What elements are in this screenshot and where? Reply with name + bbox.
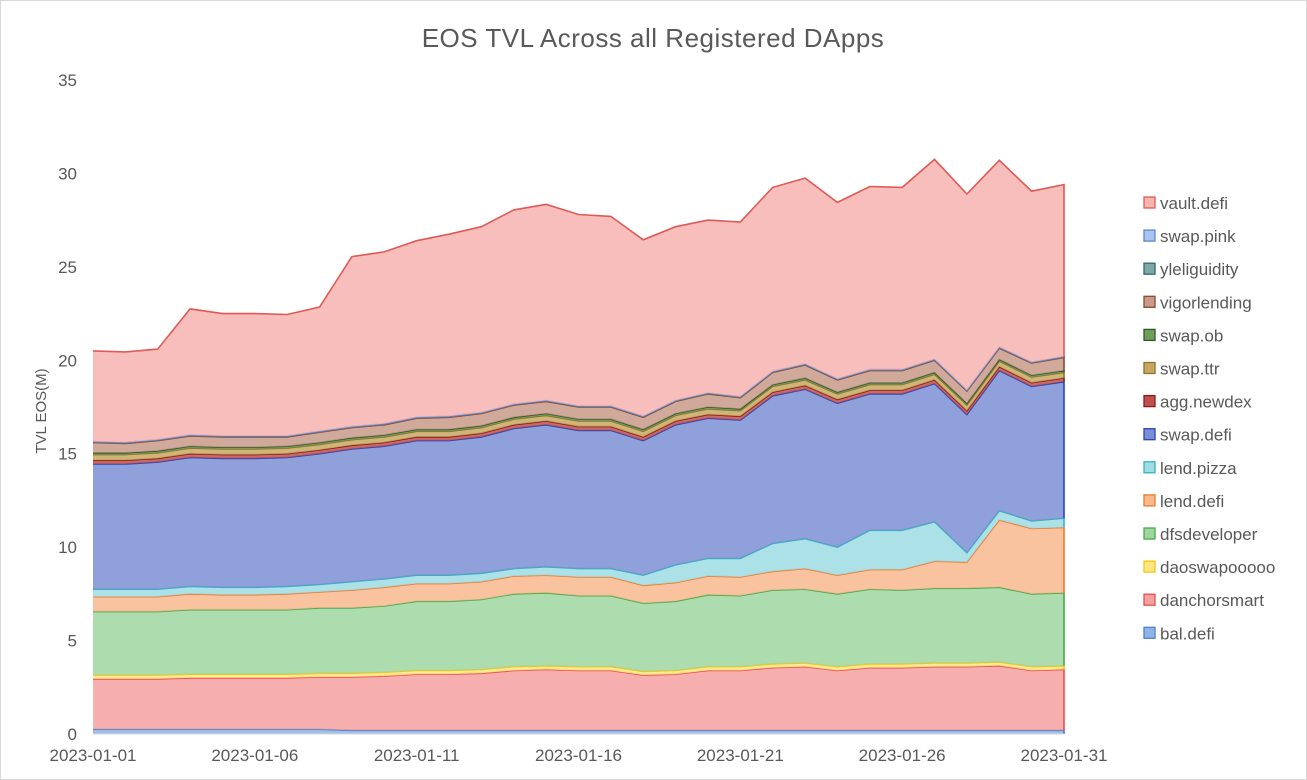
legend-label-vault-defi: vault.defi <box>1160 194 1228 213</box>
legend-swatch-lend-defi <box>1143 494 1156 507</box>
x-tick-label: 2023-01-26 <box>859 746 946 765</box>
legend-swatch-swap-defi <box>1143 428 1156 441</box>
legend-swatch-danchorsmart <box>1143 593 1156 606</box>
legend-swatch-lend-pizza <box>1143 461 1156 474</box>
x-tick-label: 2023-01-16 <box>535 746 622 765</box>
legend-label-bal-defi: bal.defi <box>1160 624 1215 643</box>
legend: vault.defi swap.pink yleliguidity vigorlend… <box>1143 194 1275 643</box>
legend-label-swap-ob: swap.ob <box>1160 326 1223 345</box>
x-tick-label: 2023-01-06 <box>211 746 298 765</box>
legend-label-lend-defi: lend.defi <box>1160 492 1224 511</box>
area-daoswapooooo <box>93 662 1064 679</box>
legend-swatch-bal-defi <box>1143 626 1156 639</box>
legend-label-dfsdeveloper: dfsdeveloper <box>1160 525 1258 544</box>
legend-swatch-vault-defi <box>1143 196 1156 209</box>
area-vigorlending <box>93 348 1064 453</box>
area-dfsdeveloper <box>93 587 1064 676</box>
y-tick-label: 30 <box>58 164 77 183</box>
y-tick-label: 25 <box>58 258 77 277</box>
legend-swatch-vigorlending <box>1143 295 1156 308</box>
area-danchorsmart <box>93 665 1064 731</box>
legend-swatch-daoswapooooo <box>1143 560 1156 573</box>
y-axis-label: TVL EOS(M) <box>33 368 50 453</box>
legend-label-swap-pink: swap.pink <box>1160 227 1236 246</box>
y-tick-label: 0 <box>68 725 77 744</box>
legend-label-yleliguidity: yleliguidity <box>1160 260 1239 279</box>
legend-label-daoswapooooo: daoswapooooo <box>1160 558 1275 577</box>
area-lend-pizza <box>93 510 1064 597</box>
area-series-group <box>92 158 1065 734</box>
y-tick-label: 15 <box>58 445 77 464</box>
legend-label-lend-pizza: lend.pizza <box>1160 459 1237 478</box>
x-tick-label: 2023-01-31 <box>1021 746 1108 765</box>
area-swap-defi <box>93 370 1064 590</box>
legend-label-vigorlending: vigorlending <box>1160 293 1252 312</box>
y-tick-label: 35 <box>58 71 77 90</box>
y-tick-label: 10 <box>58 538 77 557</box>
x-tick-label: 2023-01-21 <box>697 746 784 765</box>
legend-label-swap-defi: swap.defi <box>1160 426 1232 445</box>
legend-swatch-swap-pink <box>1143 229 1156 242</box>
x-tick-label: 2023-01-01 <box>50 746 137 765</box>
legend-swatch-swap-ttr <box>1143 361 1156 375</box>
legend-swatch-agg-newdex <box>1143 394 1156 408</box>
y-tick-label: 20 <box>58 351 77 370</box>
y-ticks-group: 0 5 10 15 20 25 30 35 <box>58 71 77 744</box>
legend-swatch-yleliguidity <box>1143 262 1156 275</box>
legend-label-danchorsmart: danchorsmart <box>1160 591 1264 610</box>
x-ticks-group: 2023-01-01 2023-01-06 2023-01-11 2023-01-16… <box>50 746 1108 765</box>
legend-label-swap-ttr: swap.ttr <box>1160 360 1220 379</box>
legend-swatch-swap-ob <box>1143 328 1156 342</box>
area-lend-defi <box>93 520 1064 612</box>
x-tick-label: 2023-01-11 <box>374 746 460 765</box>
chart-title: EOS TVL Across all Registered DApps <box>422 23 885 53</box>
area-vault-defi <box>93 159 1064 443</box>
legend-swatch-dfsdeveloper <box>1143 527 1156 540</box>
area-swap-ttr <box>93 361 1064 461</box>
y-tick-label: 5 <box>68 632 77 651</box>
legend-label-agg-newdex: agg.newdex <box>1160 393 1252 412</box>
area-outline-vault-defi <box>92 158 1065 357</box>
